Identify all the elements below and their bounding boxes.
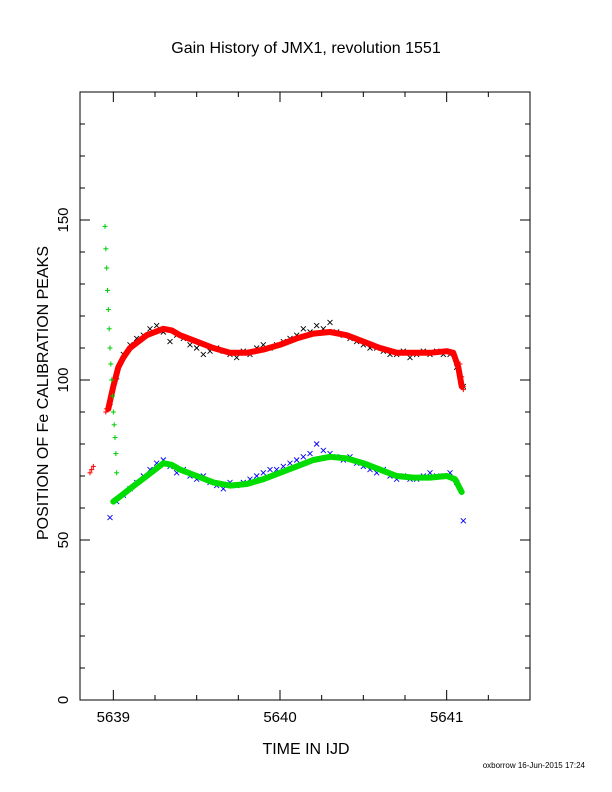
data-point-0 [187, 341, 193, 348]
data-point-2 [307, 450, 313, 457]
point-stroke [407, 354, 413, 361]
y-tick-label: 0 [55, 696, 72, 704]
data-point-4 [108, 361, 114, 367]
data-point-0 [193, 345, 200, 351]
plot-frame [79, 91, 531, 701]
point-stroke [133, 335, 140, 342]
data-point-2 [287, 460, 293, 467]
data-point-5 [459, 374, 465, 380]
point-stroke [280, 463, 287, 470]
point-stroke [147, 325, 153, 332]
x-tick-label: 5639 [97, 709, 130, 726]
point-stroke [460, 517, 467, 524]
y-axis-label: POSITION OF Fe CALIBRATION PEAKS [35, 246, 52, 540]
data-point-4 [107, 345, 113, 351]
data-point-4 [104, 265, 110, 271]
footer-credit: oxborrow 16-Jun-2015 17:24 [483, 761, 586, 770]
data-point-0 [200, 351, 207, 358]
data-point-0 [407, 354, 413, 361]
data-point-2 [107, 514, 113, 521]
data-point-5 [457, 361, 463, 367]
data-point-0 [233, 354, 240, 361]
point-stroke [153, 322, 160, 329]
data-point-0 [300, 325, 307, 332]
point-stroke [193, 345, 200, 351]
data-point-5 [89, 467, 95, 473]
data-point-0 [167, 338, 173, 345]
point-stroke [107, 514, 113, 521]
point-stroke [253, 473, 260, 479]
data-point-4 [110, 409, 116, 415]
point-stroke [307, 450, 313, 457]
point-stroke [260, 469, 267, 476]
x-axis-label: TIME IN IJD [262, 741, 349, 758]
data-point-0 [327, 319, 333, 326]
x-tick-label: 5640 [263, 709, 296, 726]
point-stroke [320, 447, 327, 454]
y-tick-label: 50 [55, 532, 72, 549]
data-point-5 [104, 406, 110, 412]
data-point-2 [320, 447, 327, 454]
data-point-0 [153, 322, 160, 329]
data-point-4 [103, 246, 109, 252]
data-marks [87, 223, 467, 524]
point-stroke [327, 319, 333, 326]
axis-ticks [80, 91, 531, 701]
data-point-4 [113, 451, 119, 457]
data-point-4 [105, 307, 111, 313]
point-stroke [187, 341, 193, 348]
point-stroke [300, 325, 307, 332]
point-stroke [300, 453, 307, 460]
data-point-2 [313, 441, 320, 447]
data-point-5 [103, 409, 109, 415]
point-stroke [287, 460, 293, 467]
chart-title: Gain History of JMX1, revolution 1551 [171, 40, 441, 57]
data-point-5 [90, 463, 96, 469]
data-point-4 [106, 326, 112, 332]
point-stroke [260, 341, 267, 348]
data-point-5 [87, 470, 93, 476]
point-stroke [313, 322, 320, 329]
data-point-5 [460, 387, 466, 393]
point-stroke [293, 457, 300, 463]
data-point-2 [300, 453, 307, 460]
point-stroke [427, 469, 433, 476]
point-stroke [267, 466, 273, 473]
y-tick-label: 150 [55, 207, 72, 232]
data-point-2 [293, 457, 300, 463]
data-point-2 [460, 517, 467, 524]
data-point-4 [111, 422, 117, 428]
point-stroke [167, 338, 173, 345]
point-stroke [200, 351, 207, 358]
data-point-4 [110, 393, 115, 399]
y-tick-label: 100 [55, 367, 72, 392]
point-stroke [313, 441, 320, 447]
tick-labels: 5639 5640 5641 0 50 100 150 [55, 207, 463, 726]
data-point-4 [102, 223, 108, 229]
fit-line-1 [105, 325, 465, 412]
data-point-2 [260, 469, 267, 476]
point-stroke [233, 354, 240, 361]
data-point-4 [105, 287, 110, 293]
point-stroke [153, 460, 160, 467]
x-tick-label: 5641 [430, 709, 463, 726]
data-point-4 [109, 377, 115, 383]
fit-line-3 [110, 453, 465, 505]
point-stroke [273, 466, 280, 473]
data-point-0 [313, 322, 320, 329]
data-point-4 [114, 470, 120, 476]
data-point-4 [112, 435, 118, 441]
data-point-2 [267, 466, 273, 473]
